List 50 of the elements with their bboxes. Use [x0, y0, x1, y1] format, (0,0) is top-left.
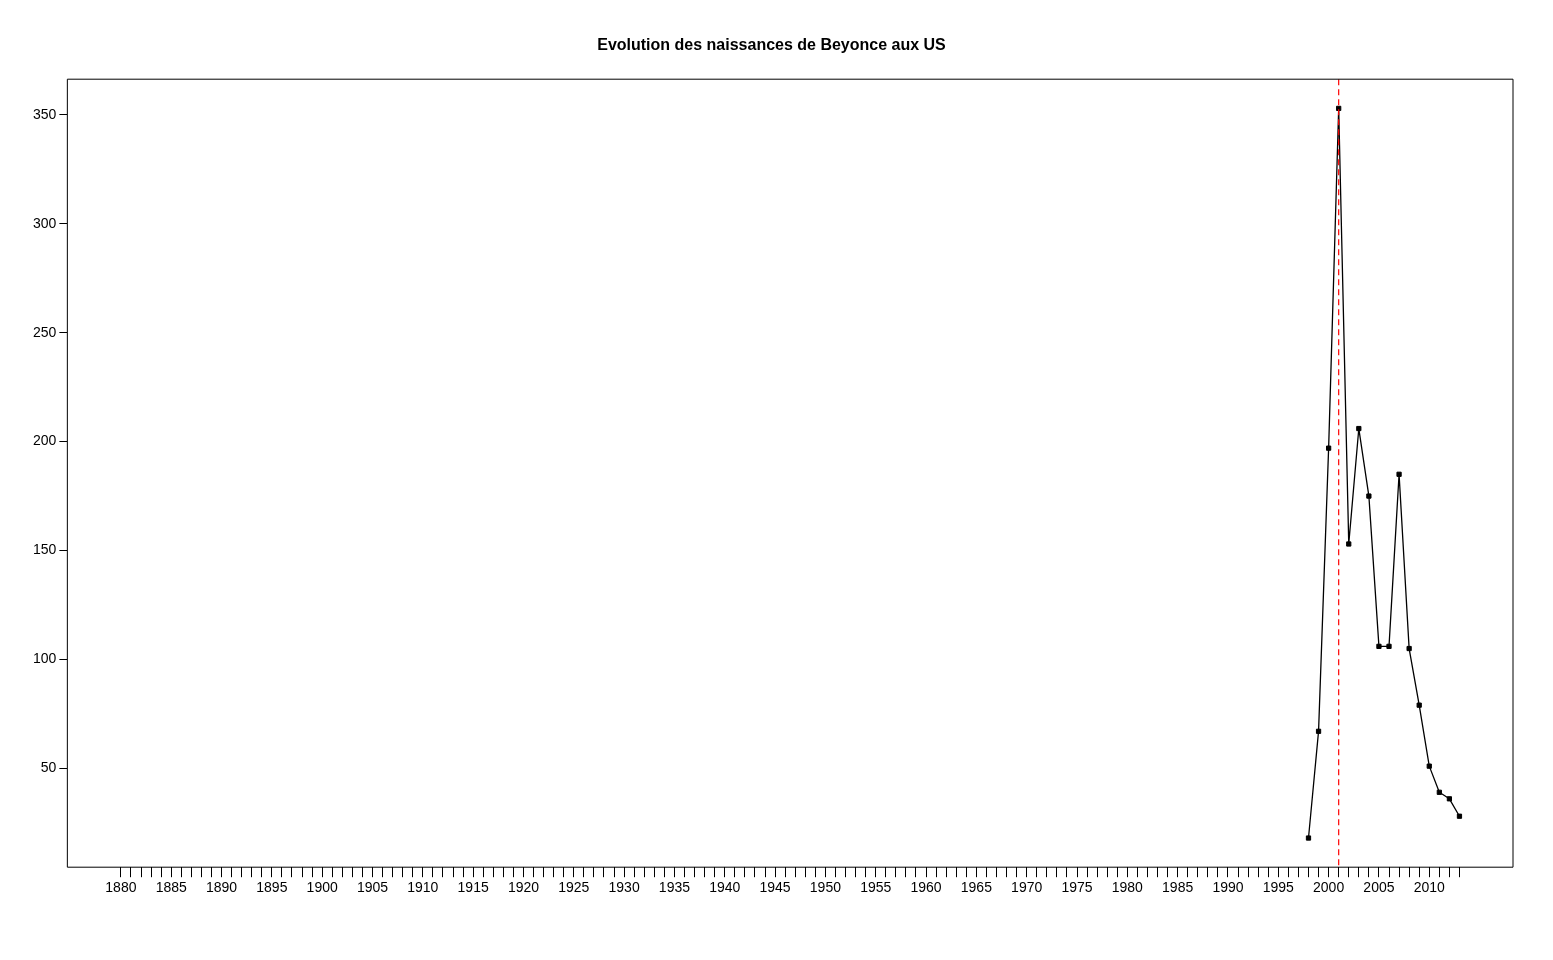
- chart-title: Evolution des naissances de Beyonce aux US: [597, 36, 947, 54]
- y-tick-label: 150: [33, 541, 57, 558]
- point: [1356, 425, 1362, 432]
- x-tick-label: 1895: [256, 879, 288, 896]
- point: [1315, 728, 1322, 734]
- x-tick-label: 1975: [1061, 879, 1093, 896]
- point: [1326, 445, 1332, 451]
- point: [1376, 643, 1382, 649]
- point: [1406, 645, 1412, 652]
- x-tick-label: 1945: [759, 879, 791, 896]
- y-tick-label: 100: [33, 650, 57, 667]
- x-tick-label: 2000: [1313, 879, 1345, 896]
- x-tick-label: 1885: [155, 879, 187, 896]
- x-tick-label: 1970: [1011, 879, 1043, 896]
- point: [1396, 471, 1402, 477]
- y-tick-label: 200: [33, 432, 57, 449]
- x-tick-label: 1980: [1111, 879, 1144, 896]
- point: [1346, 541, 1352, 547]
- x-tick-label: 1990: [1212, 879, 1244, 896]
- x-tick-label: 1930: [608, 879, 640, 896]
- x-tick-label: 1920: [507, 879, 540, 896]
- y-tick-label: 300: [33, 214, 57, 231]
- x-tick-label: 1880: [105, 879, 137, 896]
- point: [1305, 835, 1312, 841]
- x-tick-label: 1965: [960, 879, 993, 896]
- x-tick-label: 1935: [658, 879, 691, 896]
- x-tick-label: 1915: [457, 879, 489, 896]
- x-tick-label: 1910: [407, 879, 439, 896]
- x-tick-label: 1940: [709, 879, 741, 896]
- y-tick-label: 350: [33, 105, 57, 122]
- point: [1386, 643, 1392, 649]
- point: [1446, 796, 1453, 802]
- point: [1366, 493, 1372, 499]
- point: [1456, 813, 1463, 819]
- x-tick-label: 1995: [1262, 879, 1295, 896]
- x-tick-label: 2010: [1413, 879, 1446, 896]
- x-tick-label: 2005: [1363, 879, 1395, 896]
- point: [1426, 763, 1432, 769]
- x-tick-label: 1960: [910, 879, 942, 896]
- x-tick-label: 1950: [809, 879, 842, 896]
- x-tick-label: 1925: [558, 879, 590, 896]
- x-tick-label: 1890: [205, 879, 238, 896]
- point: [1416, 702, 1422, 708]
- x-tick-label: 1900: [306, 879, 338, 896]
- x-tick-label: 1905: [356, 879, 389, 896]
- x-tick-label: 1955: [860, 879, 892, 896]
- point: [1436, 789, 1442, 795]
- y-tick-label: 50: [40, 759, 57, 776]
- y-tick-label: 250: [33, 323, 57, 340]
- x-tick-label: 1985: [1162, 879, 1194, 896]
